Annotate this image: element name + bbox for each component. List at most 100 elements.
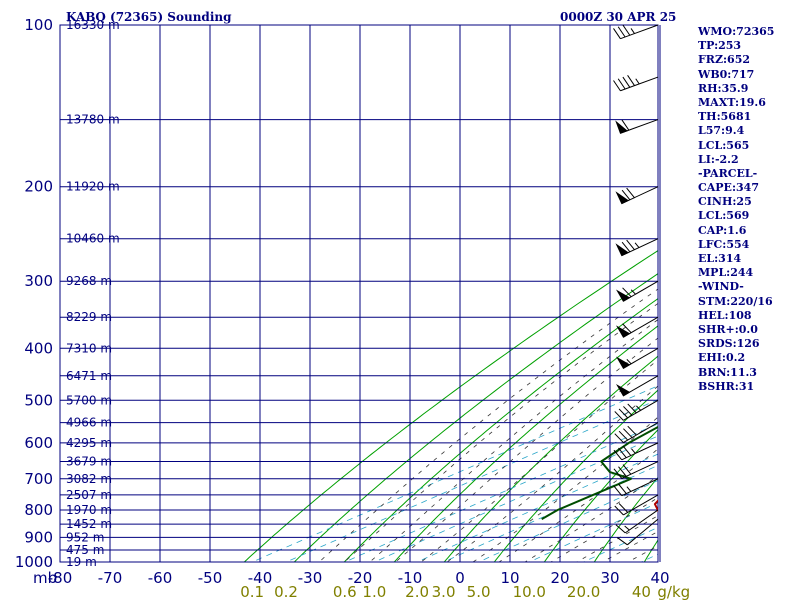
background-lines — [243, 250, 658, 562]
wind-barb-feather — [617, 537, 628, 546]
pressure-tick-label: 100 — [24, 16, 53, 34]
wind-barb — [614, 399, 659, 421]
index-item: CAPE:347 — [698, 181, 759, 195]
wind-barb-half-feather — [631, 448, 636, 454]
wind-barb-feather — [618, 503, 629, 513]
index-item: SHR+:0.0 — [698, 322, 758, 336]
wind-barb-feather — [622, 287, 632, 298]
height-label: 19 m — [66, 555, 97, 569]
wind-barb-pennant — [616, 325, 631, 338]
moist-adiabat — [446, 385, 658, 562]
dry-adiabat — [443, 355, 658, 562]
index-item: TP:253 — [698, 39, 742, 53]
wind-barb-pennant — [615, 120, 628, 134]
axis-labels: KABQ (72365) Sounding 0000Z 30 APR 25 mb… — [15, 10, 690, 600]
dry-adiabat — [543, 429, 658, 562]
mixing-ratio-label: 0.1 — [240, 583, 264, 600]
wind-barb — [615, 186, 659, 205]
index-item: FRZ:652 — [698, 53, 751, 67]
dry-adiabat — [393, 325, 658, 562]
wind-barb — [617, 518, 659, 546]
height-label: 7310 m — [66, 341, 112, 355]
pressure-tick-label: 900 — [24, 528, 53, 546]
wind-barb-staff — [623, 422, 659, 444]
temperature-tick-label: -80 — [48, 569, 73, 587]
temperature-tick-label: -10 — [398, 569, 423, 587]
wind-barb-feather — [618, 430, 629, 441]
wind-barb-feather — [622, 445, 632, 456]
wind-barb-feather — [626, 239, 635, 250]
wind-barb — [613, 24, 659, 40]
wind-barb-feather — [621, 189, 631, 201]
mixing-ratio-label: 10.0 — [513, 583, 546, 600]
wind-barb-pennant — [616, 289, 631, 302]
wind-barbs — [613, 24, 659, 546]
wind-barb-feather — [623, 406, 633, 416]
wind-barb-pennant — [615, 243, 630, 257]
dry-adiabat — [243, 250, 658, 562]
wind-barb-staff — [621, 442, 659, 461]
wind-barb-feather — [622, 76, 631, 88]
wind-barb-feather — [626, 187, 635, 198]
mixing-ratio-label: 2.0 — [405, 583, 429, 600]
mixing-ratio-line — [582, 526, 658, 562]
wind-barb — [613, 461, 659, 479]
wind-barb-feather — [613, 485, 623, 497]
index-item: LI:-2.2 — [698, 152, 739, 166]
mixing-ratio-line — [251, 385, 658, 562]
index-item: WB0:717 — [698, 67, 755, 81]
index-item: HEL:108 — [698, 308, 752, 322]
temperature-tick-label: 20 — [550, 569, 569, 587]
wind-barb-half-feather — [626, 486, 632, 492]
pressure-tick-label: 1000 — [15, 553, 53, 571]
station-title: KABQ (72365) Sounding — [66, 10, 232, 24]
mixing-ratio-label: 5.0 — [467, 583, 491, 600]
index-item: LCL:565 — [698, 138, 750, 152]
moist-adiabat — [472, 416, 658, 562]
height-label: 16330 m — [66, 18, 120, 32]
height-label: 952 m — [66, 530, 104, 544]
stability-indices-panel: WMO:72365 TP:253 FRZ:652 WB0:717 RH:35.9 MAXT… — [698, 25, 774, 394]
wind-barb-feather — [622, 464, 632, 475]
index-item: EHI:0.2 — [698, 351, 746, 365]
wind-barb — [615, 509, 659, 534]
moist-adiabat — [498, 448, 658, 562]
moist-adiabat — [601, 531, 658, 562]
temperature-tick-label: -70 — [98, 569, 123, 587]
index-item: TH:5681 — [698, 110, 752, 124]
wind-barb-feather — [618, 408, 629, 419]
height-label: 4966 m — [66, 416, 112, 430]
dry-adiabat — [493, 389, 658, 562]
wind-barb-staff — [624, 509, 659, 534]
height-label: 1970 m — [66, 503, 112, 517]
wind-barb-feather — [615, 524, 626, 534]
dry-adiabat — [293, 273, 658, 562]
wind-barb-feather — [614, 505, 624, 516]
wind-barb-feather — [618, 483, 627, 494]
wind-barb — [613, 478, 659, 497]
index-item: MAXT:19.6 — [698, 95, 766, 109]
temperature-tick-label: 30 — [600, 569, 619, 587]
wind-barb-feather — [617, 78, 626, 90]
wind-barb-feather — [613, 28, 621, 39]
wind-barb-pennant — [615, 191, 630, 205]
wind-barb-feather — [622, 323, 632, 334]
index-item: EL:314 — [698, 252, 742, 265]
moist-adiabat — [394, 337, 658, 562]
mixing-ratio-line — [477, 480, 658, 562]
height-label: 8229 m — [66, 310, 112, 324]
index-item: CAP:1.6 — [698, 223, 747, 237]
moist-adiabat — [369, 319, 658, 562]
height-label: 6471 m — [66, 369, 112, 383]
wind-barb-feather — [613, 449, 623, 461]
wind-barb — [614, 494, 659, 516]
wind-barb-pennant — [616, 384, 631, 397]
pressure-unit-label: mb — [33, 569, 57, 587]
index-item: RH:35.9 — [698, 81, 749, 95]
height-label: 10460 m — [66, 232, 120, 246]
index-item: CINH:25 — [698, 195, 752, 209]
wind-barb-half-feather — [630, 28, 635, 34]
pressure-tick-label: 800 — [24, 501, 53, 519]
